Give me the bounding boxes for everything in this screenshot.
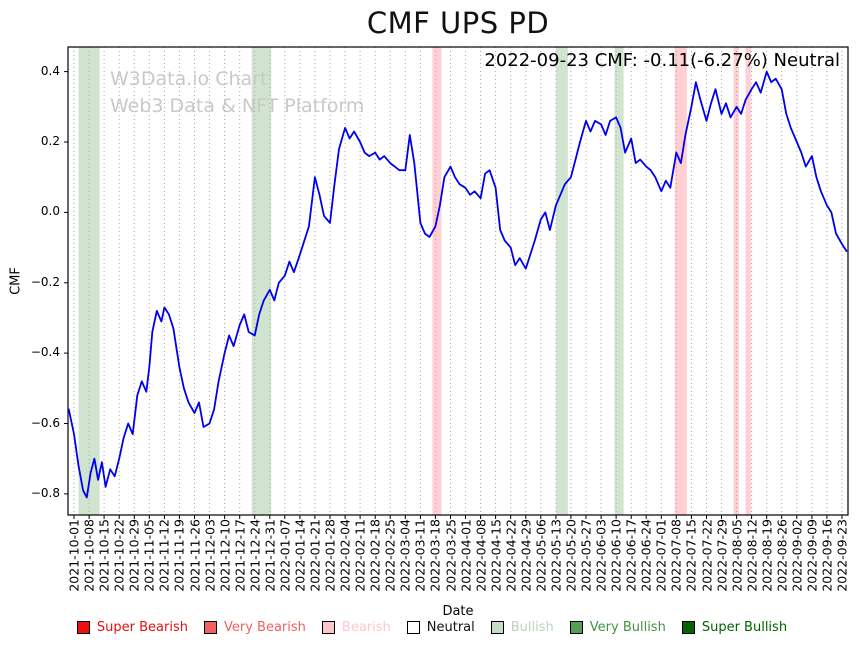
x-tick-label: 2022-02-11 xyxy=(352,519,368,592)
x-tick-label: 2022-06-24 xyxy=(638,519,654,592)
x-tick-label: 2022-02-25 xyxy=(382,519,398,592)
x-tick-label: 2022-06-03 xyxy=(593,519,609,592)
legend-item-very-bullish: Very Bullish xyxy=(569,620,666,635)
y-tick-label: 0.4 xyxy=(40,63,60,78)
chart-title: CMF UPS PD xyxy=(366,6,550,40)
x-tick-label: 2021-12-10 xyxy=(217,519,233,592)
x-tick-label: 2022-07-29 xyxy=(714,519,729,592)
x-tick-label: 2022-05-27 xyxy=(578,519,594,592)
signal-band-bullish xyxy=(78,47,100,515)
legend-swatch xyxy=(76,621,90,634)
legend-label: Bullish xyxy=(510,620,554,635)
x-tick-label: 2022-05-06 xyxy=(533,519,549,592)
legend-label: Super Bullish xyxy=(701,620,788,635)
legend-item-neutral: Neutral xyxy=(406,620,475,635)
x-tick-label: 2022-07-01 xyxy=(653,519,669,592)
y-tick-label: 0.0 xyxy=(40,204,60,219)
legend-item-super-bearish: Super Bearish xyxy=(76,620,188,635)
x-tick-label: 2021-12-17 xyxy=(232,519,248,592)
cmf-line xyxy=(67,70,848,499)
legend-swatch xyxy=(204,621,217,634)
x-tick-label: 2022-01-28 xyxy=(322,519,338,592)
x-tick-label: 2022-01-14 xyxy=(292,519,308,592)
x-tick-label: 2022-04-29 xyxy=(518,519,534,592)
x-tick-label: 2021-11-12 xyxy=(156,519,172,592)
x-tick-label: 2022-04-01 xyxy=(458,519,473,592)
x-tick-label: 2022-09-02 xyxy=(789,519,805,592)
x-tick-label: 2022-03-11 xyxy=(412,519,428,592)
x-tick-label: 2022-09-09 xyxy=(804,519,820,592)
x-tick-label: 2021-12-24 xyxy=(247,519,263,592)
signal-band-bullish xyxy=(614,47,624,515)
x-tick-label: 2022-07-15 xyxy=(683,519,699,592)
x-tick-label: 2022-07-08 xyxy=(668,519,684,592)
x-tick-label: 2022-04-15 xyxy=(488,519,504,592)
legend-item-bearish: Bearish xyxy=(321,620,391,635)
legend-label: Bearish xyxy=(341,620,391,635)
x-tick-label: 2022-05-20 xyxy=(563,519,579,592)
x-tick-label: 2021-11-19 xyxy=(171,519,187,592)
legend-swatch xyxy=(490,621,504,634)
x-tick-label: 2022-03-25 xyxy=(443,519,458,592)
legend-item-very-bearish: Very Bearish xyxy=(204,620,306,635)
legend-label: Very Bullish xyxy=(589,620,666,635)
y-tick-label: −0.8 xyxy=(30,485,60,500)
x-tick-label: 2022-04-08 xyxy=(473,519,489,592)
x-tick-label: 2022-01-07 xyxy=(277,519,293,592)
x-tick-label: 2021-10-22 xyxy=(111,519,127,592)
x-tick-label: 2022-02-04 xyxy=(337,519,353,592)
x-tick-label: 2022-08-05 xyxy=(729,519,745,592)
y-tick-label: −0.4 xyxy=(30,345,60,360)
legend-swatch xyxy=(321,621,335,634)
x-tick-label: 2022-08-12 xyxy=(744,519,760,592)
x-tick-label: 2022-09-23 xyxy=(834,519,850,592)
legend-item-super-bullish: Super Bullish xyxy=(681,620,788,635)
x-tick-label: 2022-04-22 xyxy=(503,519,519,592)
signal-band-bearish xyxy=(432,47,442,515)
x-tick-label: 2022-03-04 xyxy=(397,519,413,592)
legend-item-bullish: Bullish xyxy=(490,620,554,635)
x-tick-label: 2021-10-15 xyxy=(96,519,112,592)
legend-label: Super Bearish xyxy=(96,620,188,635)
x-axis-label: Date xyxy=(442,604,474,619)
x-tick-label: 2021-11-26 xyxy=(187,519,202,592)
x-tick-label: 2022-07-22 xyxy=(699,519,714,592)
x-tick-label: 2022-06-17 xyxy=(623,519,639,592)
x-tick-label: 2022-08-19 xyxy=(759,519,775,592)
legend-swatch xyxy=(569,621,583,634)
legend-swatch xyxy=(406,621,420,634)
signal-band-bullish xyxy=(555,47,568,515)
y-tick-label: −0.2 xyxy=(30,274,60,289)
y-tick-label: −0.6 xyxy=(30,415,60,430)
legend-label: Very Bearish xyxy=(224,620,306,635)
latest-value-annotation: 2022-09-23 CMF: -0.11(-6.27%) Neutral xyxy=(484,50,840,71)
signal-band-bearish xyxy=(674,47,687,515)
signal-band-bullish xyxy=(251,47,272,515)
legend-label: Neutral xyxy=(426,620,475,635)
y-tick-labels: 0.4 0.2 0.0 −0.2 −0.4 −0.6 −0.8 xyxy=(0,0,62,646)
x-tick-label: 2021-10-29 xyxy=(126,519,142,592)
x-tick-label: 2021-10-01 xyxy=(66,519,82,592)
signal-band-bearish xyxy=(733,47,739,515)
x-tick-label: 2022-01-21 xyxy=(307,519,323,592)
x-tick-label: 2022-05-13 xyxy=(548,519,564,592)
y-tick-label: 0.2 xyxy=(40,134,60,148)
plot-border xyxy=(67,46,849,516)
x-tick-label: 2022-02-18 xyxy=(367,519,383,592)
x-tick-label: 2022-09-16 xyxy=(819,519,835,592)
x-tick-label: 2021-10-08 xyxy=(81,519,97,592)
signal-band-bearish xyxy=(745,47,751,515)
x-tick-label: 2022-03-18 xyxy=(427,519,443,592)
x-tick-label: 2021-12-31 xyxy=(262,519,278,592)
x-tick-label: 2021-11-05 xyxy=(141,519,157,592)
legend: Super Bearish Very Bearish Bearish Neutral B… xyxy=(0,620,864,635)
legend-swatch xyxy=(681,621,695,634)
x-tick-label: 2021-12-03 xyxy=(202,519,217,592)
x-tick-label: 2022-08-26 xyxy=(774,519,790,592)
x-tick-label: 2022-06-10 xyxy=(608,519,624,592)
